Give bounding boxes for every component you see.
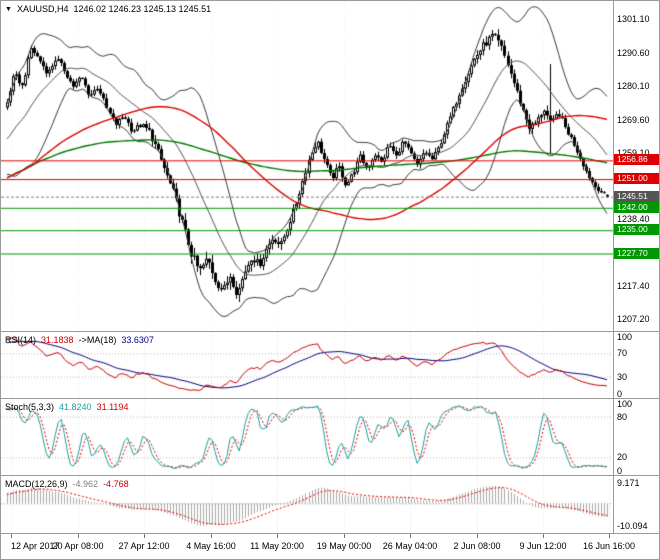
time-axis-label: 11 May 20:00 [250,541,304,551]
macd-value: -4.962 [72,479,99,489]
rsi-chart-canvas[interactable] [1,332,613,398]
price-tick-label: 1280.10 [617,81,650,92]
stoch-k-value: 41.8240 [59,402,92,412]
macd-tick-label: 9.171 [617,477,640,488]
price-axis[interactable]: 1301.10 1290.60 1280.10 1269.60 1259.10 1238.… [614,1,659,331]
time-axis[interactable]: 12 Apr 2017 20 Apr 08:00 27 Apr 12:00 4 May… [1,534,659,559]
time-tick [543,534,544,538]
panel-separator[interactable] [1,398,659,399]
stoch-label: Stoch(5,3,3) [5,402,55,412]
time-tick [410,534,411,538]
price-level-label-support: 1242.00 [614,201,659,213]
macd-signal-value: -4.768 [103,479,129,489]
time-tick [344,534,345,538]
time-axis-label: 20 Apr 08:00 [52,541,104,551]
time-axis-label: 19 May 00:00 [316,541,372,551]
chart-title: ▼ XAUUSD,H4 1246.02 1246.23 1245.13 1245… [5,4,211,14]
stoch-tick-label: 0 [617,466,623,476]
axis-separator [613,1,614,533]
stoch-axis[interactable]: 100 80 20 0 [614,399,659,476]
price-tick-label: 1259.10 [617,148,650,159]
time-tick [609,534,610,538]
time-tick [211,534,212,538]
stoch-tick-label: 100 [617,399,633,409]
time-tick [11,534,12,538]
rsi-axis[interactable]: 100 70 30 0 [614,332,659,399]
price-tick-label: 1301.10 [617,14,650,24]
time-tick [144,534,145,538]
rsi-label: RSI(14) [5,335,37,345]
price-chart-canvas[interactable] [1,1,613,331]
rsi-tick-label: 100 [617,332,633,342]
rsi-ma-label: ->MA(18) [78,335,117,345]
stoch-header: Stoch(5,3,3) 41.8240 31.1194 [5,402,128,412]
time-tick [277,534,278,538]
price-level-label-resistance: 1251.00 [614,173,659,185]
stoch-tick-label: 20 [617,452,628,463]
rsi-value: 31.1838 [41,335,74,345]
time-axis-label: 2 Jun 08:00 [453,541,501,551]
price-level-label-support: 1227.70 [614,247,659,259]
stoch-d-value: 31.1194 [96,402,129,412]
ohlc-values: 1246.02 1246.23 1245.13 1245.51 [73,4,212,14]
panel-separator[interactable] [1,475,659,476]
price-tick-label: 1290.60 [617,47,650,58]
stoch-chart-canvas[interactable] [1,399,613,475]
macd-header: MACD(12,26,9) -4.962 -4.768 [5,479,129,489]
rsi-tick-label: 30 [617,371,628,382]
symbol-period-label: XAUUSD,H4 [16,4,69,14]
macd-axis[interactable]: 9.171 -10.094 [614,476,659,533]
rsi-tick-label: 70 [617,348,628,359]
time-tick [477,534,478,538]
macd-tick-label: -10.094 [617,520,648,531]
time-axis-label: 27 Apr 12:00 [118,541,170,551]
rsi-ma-value: 33.6307 [121,335,154,345]
price-level-label-support: 1235.00 [614,224,659,236]
rsi-tick-label: 0 [617,389,623,399]
stoch-tick-label: 80 [617,411,628,422]
price-tick-label: 1207.20 [617,314,650,324]
chart-dropdown-icon[interactable]: ▼ [5,5,12,13]
time-axis-label: 4 May 16:00 [186,541,236,551]
time-axis-label: 16 Jun 16:00 [582,541,636,551]
price-level-label-resistance: 1256.86 [614,154,659,166]
panel-separator [1,533,659,534]
price-level-label-current: 1245.51 [614,190,659,202]
time-axis-label: 26 May 04:00 [382,541,438,551]
rsi-header: RSI(14) 31.1838 ->MA(18) 33.6307 [5,335,154,345]
macd-chart-canvas[interactable] [1,476,613,533]
panel-separator[interactable] [1,331,659,332]
time-axis-label: 9 Jun 12:00 [519,541,567,551]
price-tick-label: 1269.60 [617,114,650,125]
price-tick-label: 1217.40 [617,281,650,292]
time-tick [78,534,79,538]
price-tick-label: 1238.40 [617,214,650,225]
time-axis-label: 12 Apr 2017 [11,541,60,551]
macd-label: MACD(12,26,9) [5,479,68,489]
